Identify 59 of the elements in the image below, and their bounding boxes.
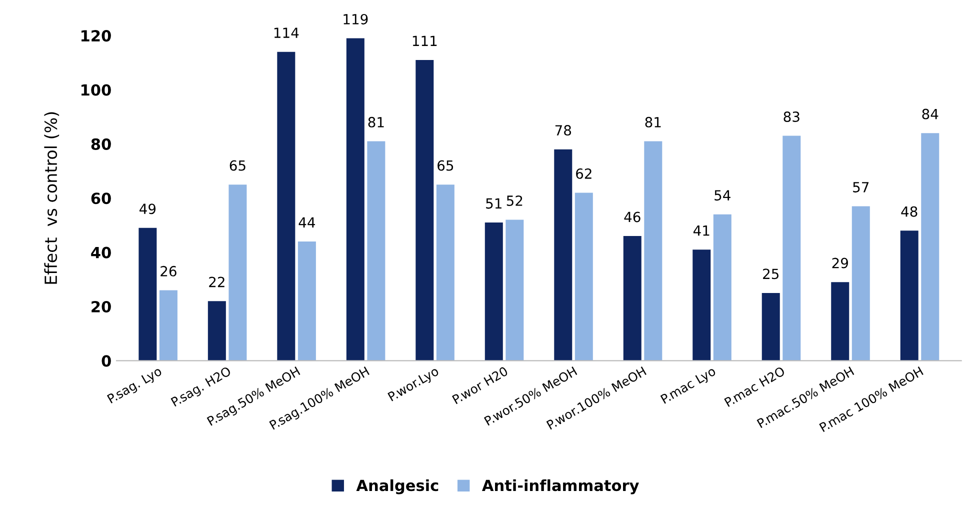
data-label: 48	[901, 206, 918, 217]
data-label: 52	[506, 195, 522, 206]
bar	[208, 301, 226, 361]
y-tick-label: 40	[91, 246, 111, 258]
bar	[416, 60, 434, 361]
bar	[138, 228, 157, 361]
data-label: 49	[140, 204, 156, 214]
bar	[762, 292, 780, 361]
bar	[623, 236, 642, 361]
bar	[436, 184, 454, 361]
data-label: 44	[298, 217, 315, 228]
data-label: 29	[832, 258, 848, 268]
bar	[644, 141, 662, 361]
bar	[852, 206, 870, 361]
bar	[574, 192, 593, 361]
bar	[506, 220, 524, 361]
data-label: 41	[693, 225, 710, 236]
bar	[554, 149, 572, 361]
data-label: 81	[368, 116, 384, 128]
bar	[277, 52, 296, 361]
data-label: 46	[624, 212, 640, 222]
legend-label: Analgesic	[356, 479, 438, 494]
data-label: 54	[714, 190, 730, 201]
y-tick-label: 100	[81, 84, 111, 96]
data-label: 62	[576, 168, 592, 179]
data-label: 22	[209, 276, 224, 288]
data-label: 65	[230, 160, 246, 171]
bar	[782, 136, 801, 361]
data-label: 25	[763, 268, 778, 280]
y-tick-label: 80	[91, 138, 111, 150]
data-label: 84	[922, 108, 938, 120]
y-tick-label: 120	[81, 30, 111, 42]
y-axis-title: Effect vs control (%)	[44, 112, 60, 284]
bar	[921, 133, 940, 361]
data-label: 111	[412, 36, 437, 46]
x-tick-label: P.sag. Lyo	[106, 366, 164, 406]
y-tick-label: 20	[92, 300, 111, 313]
bar	[692, 250, 711, 361]
data-label: 57	[853, 182, 869, 192]
data-label: 78	[555, 125, 572, 136]
y-tick-label: 60	[91, 192, 111, 204]
data-label: 26	[160, 266, 176, 276]
data-label: 81	[645, 116, 661, 128]
data-label: 119	[344, 14, 368, 24]
legend-label: Anti-inflammatory	[482, 479, 639, 494]
bar	[228, 184, 247, 361]
bar	[831, 282, 850, 361]
data-label: 114	[274, 28, 299, 38]
data-label: 83	[784, 112, 800, 122]
data-label: 65	[438, 160, 454, 171]
bar	[713, 214, 732, 361]
bar	[484, 222, 503, 361]
bar	[367, 141, 386, 361]
bar	[159, 290, 178, 361]
y-tick-label: 0	[102, 355, 111, 367]
bar	[298, 241, 316, 361]
bar	[346, 38, 364, 361]
bar	[900, 230, 918, 361]
data-label: 51	[486, 198, 502, 209]
